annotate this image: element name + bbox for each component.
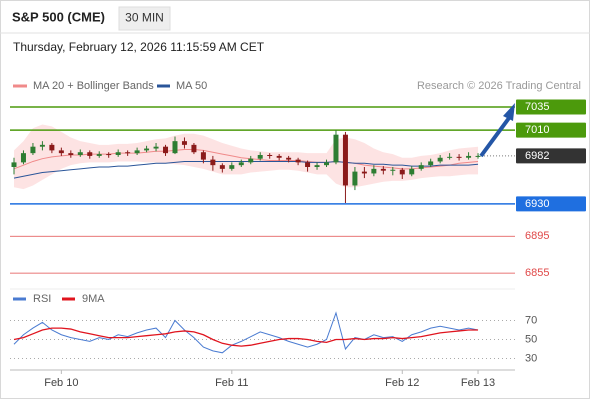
candle-body: [409, 168, 415, 175]
candle-body: [20, 153, 26, 163]
candle-body: [361, 171, 367, 174]
candle-body: [380, 168, 386, 171]
candle-body: [437, 157, 443, 162]
legend-label: MA 50: [176, 80, 207, 92]
level-label: 7010: [525, 124, 549, 136]
candle-body: [134, 150, 140, 154]
candle-body: [352, 171, 358, 186]
candle-body: [428, 161, 434, 166]
candle-body: [418, 165, 424, 169]
level-label: 6855: [525, 267, 549, 279]
candle-body: [324, 162, 330, 166]
interval[interactable]: 30 MIN: [125, 11, 164, 25]
y-tick-label: 30: [525, 352, 537, 364]
indicator-line: [13, 311, 479, 354]
candle-body: [342, 134, 348, 186]
candle-body: [144, 148, 150, 151]
candle-body: [96, 154, 102, 156]
candle-body: [314, 165, 320, 167]
candle-body: [305, 162, 311, 167]
level-label: 7035: [525, 101, 549, 113]
y-tick-label: 70: [525, 314, 537, 326]
candle-body: [153, 146, 159, 149]
candle-body: [77, 152, 83, 155]
candle-body: [106, 154, 112, 156]
candle-body: [172, 141, 178, 154]
candle-body: [333, 134, 339, 163]
candle-body: [238, 162, 244, 166]
x-tick-label: Feb 13: [461, 377, 495, 389]
interval-box[interactable]: [118, 6, 171, 31]
candle-body: [210, 159, 216, 166]
timestamp: Thursday, February 12, 2026 11:15:59 AM …: [13, 40, 265, 54]
level-label: 6895: [525, 230, 549, 242]
candle-body: [219, 165, 225, 169]
legend-label: MA 20 + Bollinger Bands: [33, 80, 154, 92]
candle-body: [295, 159, 301, 163]
candle-body: [390, 169, 396, 171]
level-tag: [516, 99, 586, 115]
candle-body: [39, 144, 45, 147]
candle-body: [257, 155, 263, 159]
candle-body: [125, 152, 131, 154]
candle-body: [191, 144, 197, 153]
candle-body: [447, 156, 453, 158]
candle-body: [466, 155, 472, 158]
candle-body: [115, 152, 121, 155]
candle-body: [163, 146, 169, 154]
candle-body: [68, 153, 74, 155]
ma-line: [13, 160, 479, 179]
candle-body: [371, 168, 377, 174]
x-tick-label: Feb 11: [215, 377, 248, 389]
level-label: 6930: [525, 198, 549, 210]
candle-body: [276, 155, 282, 158]
candle-body: [30, 146, 36, 154]
legend-label: 9MA: [82, 293, 105, 305]
candle-body: [11, 162, 17, 167]
indicator-line: [13, 327, 479, 347]
level-tag: [516, 148, 586, 164]
symbol: S&P 500 (CME): [12, 9, 105, 24]
forecast-arrowhead: [503, 103, 515, 121]
candle-body: [456, 156, 462, 158]
forecast-arrow: [479, 116, 511, 158]
candle-body: [267, 155, 273, 156]
credit: Research © 2026 Trading Central: [417, 80, 581, 92]
candle-body: [248, 158, 254, 163]
y-tick-label: 50: [525, 333, 537, 345]
candle-body: [200, 152, 206, 160]
candle-body: [49, 144, 55, 151]
x-tick-label: Feb 10: [44, 377, 78, 389]
level-tag: [516, 196, 586, 212]
level-tag: [516, 122, 586, 138]
candle-body: [181, 141, 187, 145]
candle-body: [87, 152, 93, 156]
candle-body: [286, 157, 292, 160]
candle-body: [399, 169, 405, 175]
candle-body: [58, 150, 64, 154]
level-label: 6982: [525, 150, 549, 162]
candle-body: [475, 155, 481, 157]
candle-body: [229, 165, 235, 169]
legend-label: RSI: [33, 293, 51, 305]
x-tick-label: Feb 12: [385, 377, 419, 389]
